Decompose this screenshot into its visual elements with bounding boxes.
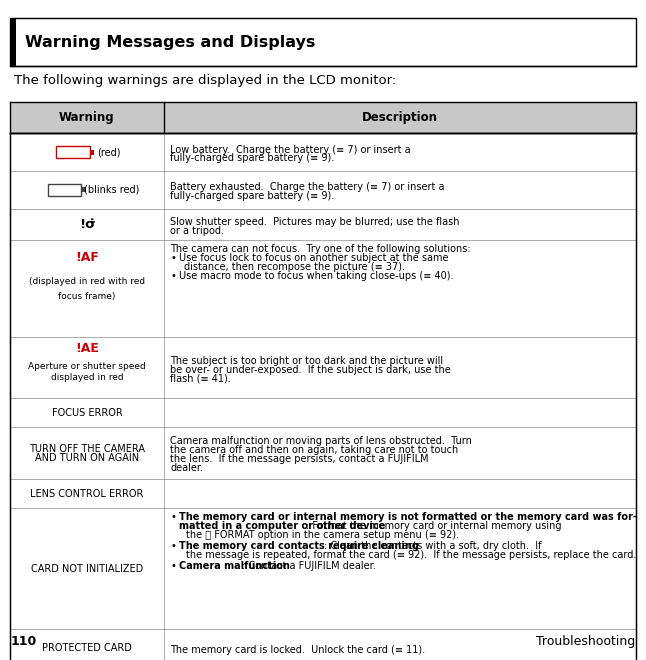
- Bar: [10, 171, 636, 209]
- Text: distance, then recompose the picture (≡ 37).: distance, then recompose the picture (≡ …: [184, 262, 405, 272]
- Text: !AE: !AE: [75, 342, 99, 354]
- Text: focus frame): focus frame): [58, 292, 116, 301]
- Text: the Ⓓ FORMAT option in the camera setup menu (≡ 92).: the Ⓓ FORMAT option in the camera setup …: [185, 530, 459, 540]
- Text: Slow shutter speed.  Pictures may be blurred; use the flash: Slow shutter speed. Pictures may be blur…: [170, 217, 459, 227]
- Text: AND TURN ON AGAIN: AND TURN ON AGAIN: [35, 453, 139, 463]
- Bar: [10, 18, 636, 66]
- Bar: [56, 147, 90, 158]
- Text: or a tripod.: or a tripod.: [170, 226, 224, 236]
- Text: •: •: [170, 253, 176, 263]
- Text: CARD NOT INITIALIZED: CARD NOT INITIALIZED: [31, 564, 143, 574]
- Text: Warning Messages and Displays: Warning Messages and Displays: [25, 35, 315, 50]
- Text: The subject is too bright or too dark and the picture will: The subject is too bright or too dark an…: [170, 356, 443, 366]
- Text: the camera off and then on again, taking care not to touch: the camera off and then on again, taking…: [170, 445, 458, 455]
- Bar: [10, 18, 16, 66]
- Text: LENS CONTROL ERROR: LENS CONTROL ERROR: [30, 488, 143, 499]
- Bar: [81, 187, 86, 192]
- Text: dealer.: dealer.: [170, 463, 203, 473]
- Text: Battery exhausted.  Charge the battery (≡ 7) or insert a: Battery exhausted. Charge the battery (≡…: [170, 182, 444, 192]
- Text: Camera malfunction or moving parts of lens obstructed.  Turn: Camera malfunction or moving parts of le…: [170, 436, 472, 446]
- Text: The memory card is locked.  Unlock the card (≡ 11).: The memory card is locked. Unlock the ca…: [170, 645, 425, 655]
- Bar: [10, 209, 636, 240]
- Text: (displayed in red with red: (displayed in red with red: [29, 277, 145, 286]
- Text: be over- or under-exposed.  If the subject is dark, use the: be over- or under-exposed. If the subjec…: [170, 364, 451, 374]
- Text: the message is repeated, format the card (≡ 92).  If the message persists, repla: the message is repeated, format the card…: [185, 550, 636, 560]
- Text: Low battery.  Charge the battery (≡ 7) or insert a: Low battery. Charge the battery (≡ 7) or…: [170, 145, 411, 154]
- Bar: [10, 427, 636, 479]
- Text: Warning: Warning: [59, 112, 115, 124]
- Bar: [10, 508, 636, 629]
- Bar: [48, 184, 81, 196]
- Bar: [10, 479, 636, 508]
- Text: •: •: [170, 561, 176, 571]
- Text: Use macro mode to focus when taking close-ups (≡ 40).: Use macro mode to focus when taking clos…: [179, 271, 453, 281]
- Text: matted in a computer or other device: matted in a computer or other device: [179, 521, 386, 531]
- Text: •: •: [170, 512, 176, 522]
- Text: Description: Description: [362, 112, 437, 124]
- Text: (red): (red): [97, 147, 120, 157]
- Text: The following warnings are displayed in the LCD monitor:: The following warnings are displayed in …: [14, 74, 396, 87]
- Text: The memory card contacts require cleaning: The memory card contacts require cleanin…: [179, 541, 419, 551]
- Text: : Format the memory card or internal memory using: : Format the memory card or internal mem…: [306, 521, 562, 531]
- Text: Use focus lock to focus on another subject at the same: Use focus lock to focus on another subje…: [179, 253, 448, 263]
- Text: Camera malfunction: Camera malfunction: [179, 561, 290, 571]
- Text: the lens.  If the message persists, contact a FUJIFILM: the lens. If the message persists, conta…: [170, 454, 429, 464]
- Text: PROTECTED CARD: PROTECTED CARD: [42, 643, 132, 653]
- Bar: [10, 337, 636, 398]
- Text: fully-charged spare battery (≡ 9).: fully-charged spare battery (≡ 9).: [170, 191, 334, 201]
- Bar: [10, 240, 636, 337]
- Bar: [10, 133, 636, 171]
- Text: fully-charged spare battery (≡ 9).: fully-charged spare battery (≡ 9).: [170, 154, 334, 164]
- Text: : Clean the contacts with a soft, dry cloth.  If: : Clean the contacts with a soft, dry cl…: [324, 541, 541, 551]
- Text: displayed in red: displayed in red: [50, 373, 123, 382]
- Bar: [10, 629, 636, 660]
- Bar: [10, 102, 636, 133]
- Text: flash (≡ 41).: flash (≡ 41).: [170, 374, 231, 383]
- Bar: [90, 150, 94, 154]
- Text: •: •: [170, 541, 176, 551]
- Text: !AF: !AF: [75, 251, 99, 264]
- Text: !σ̇: !σ̇: [79, 218, 95, 231]
- Text: Troubleshooting: Troubleshooting: [536, 635, 636, 648]
- Text: (blinks red): (blinks red): [84, 185, 139, 195]
- Text: TURN OFF THE CAMERA: TURN OFF THE CAMERA: [29, 444, 145, 453]
- Text: The camera can not focus.  Try one of the following solutions:: The camera can not focus. Try one of the…: [170, 244, 471, 254]
- Text: FOCUS ERROR: FOCUS ERROR: [52, 407, 122, 418]
- Text: : Contact a FUJIFILM dealer.: : Contact a FUJIFILM dealer.: [242, 561, 376, 571]
- Text: The memory card or internal memory is not formatted or the memory card was for-: The memory card or internal memory is no…: [179, 512, 637, 522]
- Text: Aperture or shutter speed: Aperture or shutter speed: [28, 362, 146, 371]
- Text: •: •: [170, 271, 176, 281]
- Text: 110: 110: [10, 635, 37, 648]
- Bar: [10, 133, 636, 660]
- Bar: [10, 398, 636, 427]
